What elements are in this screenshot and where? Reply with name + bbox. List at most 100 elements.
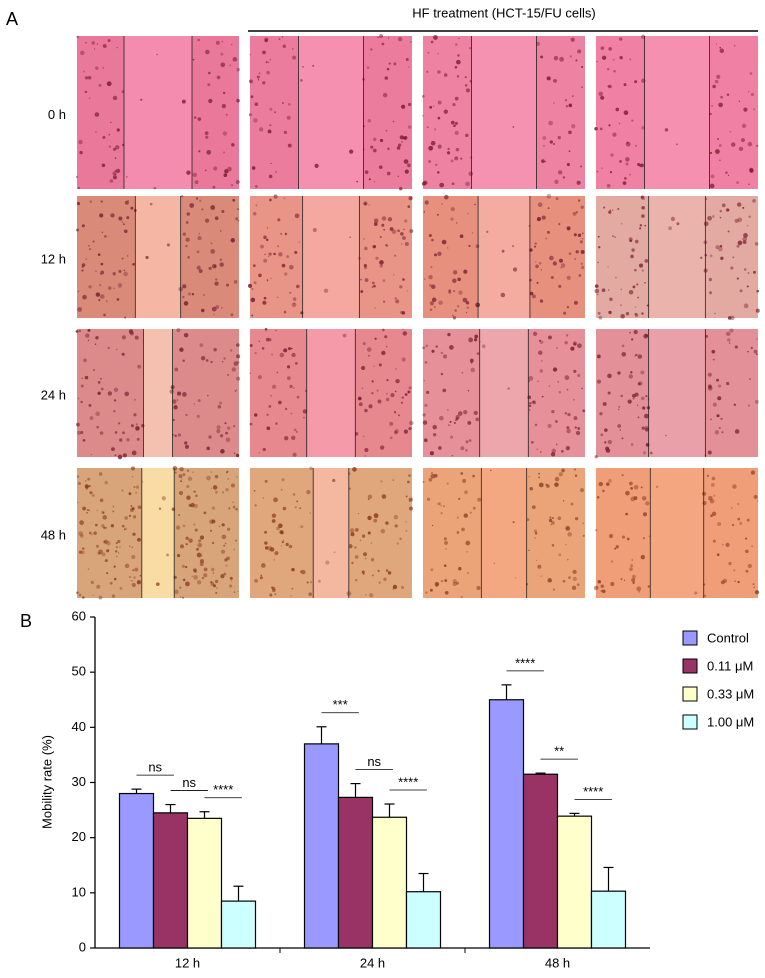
cell-speck — [460, 446, 465, 451]
cell-speck — [279, 352, 285, 358]
significance-label: **** — [213, 782, 233, 797]
cell-speck — [640, 34, 646, 39]
cell-speck — [75, 330, 79, 333]
cell-speck — [106, 572, 109, 575]
cell-speck — [426, 70, 429, 73]
cell-speck — [423, 438, 428, 443]
cell-speck — [230, 313, 234, 317]
cell-speck — [124, 527, 127, 531]
legend-swatch — [682, 714, 698, 730]
cell-speck — [645, 394, 648, 398]
cell-speck — [443, 505, 445, 508]
cell-speck — [424, 403, 428, 407]
cell-speck — [359, 539, 362, 542]
cell-speck — [233, 591, 236, 594]
cell-speck — [702, 500, 707, 506]
cell-speck — [380, 480, 383, 483]
cell-speck — [453, 124, 456, 128]
cell-speck — [101, 510, 105, 514]
cell-speck — [98, 299, 101, 302]
cell-speck — [108, 145, 111, 148]
cell-speck — [581, 387, 583, 390]
bar — [405, 891, 442, 949]
cell-speck — [309, 466, 313, 471]
cell-speck — [450, 120, 455, 125]
cell-speck — [437, 502, 441, 506]
cell-speck — [270, 394, 272, 397]
cell-speck — [577, 373, 581, 378]
cell-speck — [128, 514, 131, 517]
cell-speck — [204, 169, 207, 172]
cell-speck — [110, 524, 114, 528]
cell-speck — [608, 533, 614, 539]
cell-speck — [602, 489, 605, 493]
cell-speck — [598, 481, 603, 487]
cell-speck — [180, 480, 183, 483]
cell-speck — [700, 256, 703, 259]
cell-speck — [278, 400, 282, 405]
cell-speck — [742, 240, 747, 245]
cell-speck — [747, 350, 749, 353]
cell-speck — [714, 430, 720, 435]
cell-speck — [185, 221, 189, 224]
cell-speck — [449, 345, 454, 350]
cell-speck — [576, 180, 581, 185]
cell-speck — [370, 558, 375, 562]
cell-speck — [99, 294, 105, 299]
cell-speck — [718, 384, 722, 388]
cell-speck — [755, 308, 760, 313]
cell-speck — [89, 200, 92, 203]
cell-speck — [364, 202, 367, 205]
cell-speck — [377, 36, 379, 39]
cell-speck — [96, 425, 99, 429]
cell-speck — [368, 178, 371, 181]
cell-speck — [76, 228, 80, 232]
cell-speck — [137, 364, 142, 369]
cell-speck — [249, 372, 252, 374]
cell-speck — [566, 428, 571, 434]
cell-speck — [456, 75, 460, 78]
cell-speck — [182, 392, 187, 397]
cell-speck — [751, 545, 753, 547]
cell-speck — [555, 197, 559, 201]
cell-speck — [609, 209, 611, 211]
cell-speck — [131, 475, 134, 478]
cell-speck — [366, 66, 370, 69]
cell-speck — [219, 258, 222, 261]
cell-speck — [512, 267, 518, 272]
cell-speck — [641, 196, 646, 201]
cell-speck — [233, 280, 238, 284]
cell-speck — [528, 376, 534, 381]
cell-speck — [454, 96, 459, 101]
cell-speck — [755, 353, 758, 356]
cell-speck — [387, 571, 392, 575]
cell-speck — [409, 420, 414, 426]
cell-speck — [395, 368, 397, 370]
cell-speck — [281, 101, 284, 104]
cell-speck — [130, 466, 136, 471]
cell-speck — [87, 477, 91, 481]
cell-speck — [78, 139, 83, 145]
cell-speck — [710, 174, 715, 179]
bar — [590, 890, 627, 949]
cell-speck — [558, 284, 562, 288]
cell-speck — [379, 264, 383, 268]
cell-speck — [634, 313, 639, 318]
cell-speck — [538, 482, 544, 488]
cell-speck — [115, 542, 118, 545]
cell-speck — [210, 471, 213, 473]
cell-speck — [647, 585, 650, 588]
cell-speck — [223, 357, 226, 360]
cell-speck — [229, 576, 233, 580]
cell-speck — [555, 420, 557, 423]
cell-speck — [361, 570, 365, 574]
cell-speck — [222, 131, 228, 136]
cell-speck — [364, 455, 367, 457]
cell-speck — [269, 547, 275, 552]
cell-speck — [570, 37, 575, 42]
cell-speck — [534, 242, 537, 245]
cell-speck — [549, 140, 553, 144]
cell-speck — [97, 381, 101, 384]
cell-speck — [609, 297, 613, 302]
cell-speck — [619, 429, 621, 431]
